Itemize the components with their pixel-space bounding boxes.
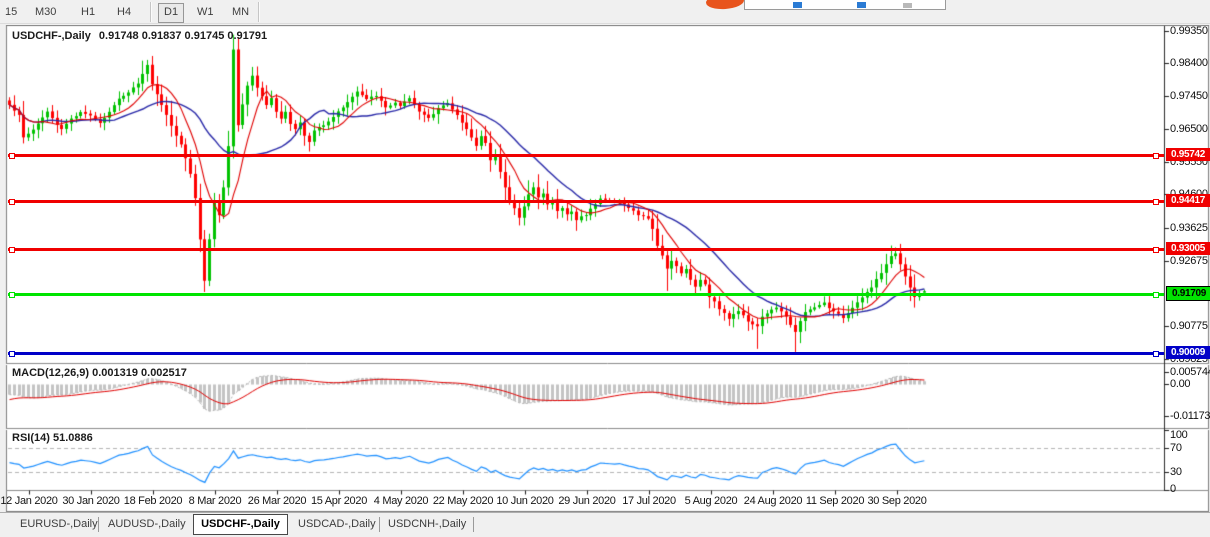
date-label: 10 Jun 2020 <box>496 495 554 507</box>
date-label: 8 Mar 2020 <box>188 495 242 507</box>
price-tick-label: 0.97450 <box>1170 90 1208 102</box>
hline-handle[interactable] <box>1153 199 1159 205</box>
price-tick-label: 0.90775 <box>1170 320 1208 332</box>
date-label: 30 Sep 2020 <box>867 495 927 507</box>
macd-axis-label: 0.005744 <box>1170 366 1210 378</box>
hline-level-0.93005[interactable] <box>8 247 1164 253</box>
tab-eurusd-daily[interactable]: EURUSD-,Daily <box>20 518 98 530</box>
hline-handle[interactable] <box>1153 153 1159 159</box>
timeframe-button-m30[interactable]: M30 <box>35 6 57 18</box>
hline-handle[interactable] <box>1153 351 1159 357</box>
logo-fragment <box>903 3 912 8</box>
rsi-axis-label: 0 <box>1170 483 1176 495</box>
hline-handle[interactable] <box>9 247 15 253</box>
hline-handle[interactable] <box>9 292 15 298</box>
tab-usdchf-daily[interactable]: USDCHF-,Daily <box>193 514 288 535</box>
price-badge-0.90009: 0.90009 <box>1166 346 1210 359</box>
chart-ohlc-values: 0.91748 0.91837 0.91745 0.91791 <box>98 30 268 42</box>
date-label: 30 Jan 2020 <box>62 495 120 507</box>
toolbar-separator <box>258 2 260 22</box>
timeframe-button-d1[interactable]: D1 <box>158 3 185 23</box>
macd-indicator-label: MACD(12,26,9) 0.001319 0.002517 <box>12 367 187 379</box>
timeframe-button-h1[interactable]: H1 <box>81 6 96 18</box>
price-tick-label: 0.92675 <box>1170 255 1208 267</box>
hline-level-0.94417[interactable] <box>8 199 1164 205</box>
tab-usdcnh-daily[interactable]: USDCNH-,Daily <box>388 518 467 530</box>
timeframe-button-h4[interactable]: H4 <box>117 6 132 18</box>
tab-separator <box>473 517 474 532</box>
hline-level-0.95742[interactable] <box>8 153 1164 159</box>
date-label: 15 Apr 2020 <box>310 495 368 507</box>
rsi-axis-label: 70 <box>1170 442 1182 454</box>
date-label: 17 Jul 2020 <box>622 495 676 507</box>
timeframe-toolbar: 15 M30 H1 H4 D1 W1 MN <box>0 0 1210 25</box>
logo-fragment <box>793 2 802 8</box>
hline-handle[interactable] <box>9 153 15 159</box>
date-label: 11 Sep 2020 <box>805 495 865 507</box>
hline-level-0.90009[interactable] <box>8 351 1164 357</box>
cropped-logo-strip <box>744 0 946 10</box>
hline-handle[interactable] <box>1153 292 1159 298</box>
timeframe-button-m15[interactable]: 15 <box>5 6 18 18</box>
chart-canvas[interactable] <box>0 25 1210 512</box>
chart-window: USDCHF-,Daily 0.91748 0.91837 0.91745 0.… <box>0 25 1210 512</box>
hline-handle[interactable] <box>9 351 15 357</box>
price-tick-label: 0.99350 <box>1170 25 1208 37</box>
hline-handle[interactable] <box>1153 247 1159 253</box>
tab-audusd-daily[interactable]: AUDUSD-,Daily <box>108 518 186 530</box>
date-label: 4 May 2020 <box>373 495 429 507</box>
tab-usdcad-daily[interactable]: USDCAD-,Daily <box>298 518 376 530</box>
toolbar-shadow <box>0 23 1210 24</box>
chart-symbol-period: USDCHF-,Daily <box>12 30 91 42</box>
timeframe-button-w1[interactable]: W1 <box>197 6 214 18</box>
date-label: 18 Feb 2020 <box>123 495 183 507</box>
chart-title: USDCHF-,Daily 0.91748 0.91837 0.91745 0.… <box>12 30 267 42</box>
date-label: 22 May 2020 <box>432 495 494 507</box>
macd-axis-label: 0.00 <box>1170 378 1191 390</box>
logo-fragment <box>857 2 866 8</box>
price-tick-label: 0.93625 <box>1170 222 1208 234</box>
rsi-axis-label: 100 <box>1170 429 1188 441</box>
date-label: 24 Aug 2020 <box>743 495 803 507</box>
rsi-indicator-label: RSI(14) 51.0886 <box>12 432 93 444</box>
price-badge-0.95742: 0.95742 <box>1166 148 1210 161</box>
date-label: 12 Jan 2020 <box>0 495 58 507</box>
hline-level-0.91709[interactable] <box>8 292 1164 298</box>
price-badge-0.94417: 0.94417 <box>1166 194 1210 207</box>
chart-tab-bar: EURUSD-,Daily AUDUSD-,Daily USDCHF-,Dail… <box>0 512 1210 537</box>
price-badge-0.93005: 0.93005 <box>1166 242 1210 255</box>
price-tick-label: 0.98400 <box>1170 57 1208 69</box>
price-tick-label: 0.96500 <box>1170 123 1208 135</box>
rsi-axis-label: 30 <box>1170 466 1182 478</box>
price-badge-0.91709: 0.91709 <box>1166 286 1210 301</box>
cropped-logo-icon <box>705 0 745 11</box>
date-label: 5 Aug 2020 <box>684 495 738 507</box>
hline-handle[interactable] <box>9 199 15 205</box>
timeframe-button-mn[interactable]: MN <box>232 6 250 18</box>
date-label: 26 Mar 2020 <box>247 495 307 507</box>
toolbar-separator <box>150 2 152 22</box>
macd-axis-label: -0.011738 <box>1170 410 1210 422</box>
tab-separator <box>98 517 99 532</box>
tab-separator <box>379 517 380 532</box>
date-label: 29 Jun 2020 <box>558 495 616 507</box>
